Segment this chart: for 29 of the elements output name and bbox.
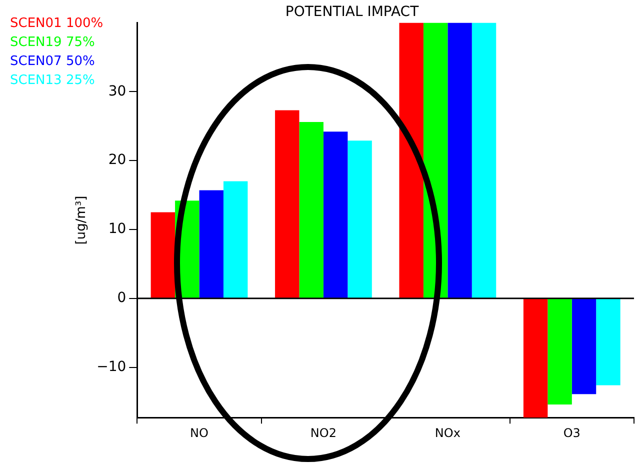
x-tick-label: NO2 <box>310 426 336 440</box>
bar <box>596 298 620 386</box>
bar <box>523 298 548 418</box>
bar <box>275 110 300 298</box>
y-tick-label: 20 <box>108 152 126 168</box>
bar <box>348 140 372 298</box>
bar <box>548 298 572 405</box>
bar <box>399 22 424 298</box>
bar <box>572 298 596 394</box>
text: SCEN07 50% <box>10 53 96 71</box>
bar <box>323 132 348 298</box>
chart-title: POTENTIAL IMPACT <box>285 4 420 20</box>
bar <box>448 22 472 298</box>
y-tick-label: 10 <box>108 221 126 238</box>
y-tick-label: 0 <box>117 290 126 306</box>
y-tick-label: −10 <box>96 358 126 375</box>
x-tick-label: O3 <box>563 426 580 440</box>
text: SCEN19 75% <box>10 34 96 52</box>
y-tick-label: 30 <box>108 83 126 100</box>
bar <box>472 22 496 298</box>
bar <box>299 122 324 298</box>
text: SCEN01 100% <box>10 15 104 33</box>
bar <box>223 181 248 298</box>
x-tick-label: NOx <box>434 426 460 440</box>
bar <box>199 190 224 298</box>
y-axis-title: [ug/m³] <box>74 196 90 245</box>
text: SCEN13 25% <box>10 72 96 90</box>
bar <box>150 212 176 298</box>
x-tick-label: NO <box>190 426 208 440</box>
